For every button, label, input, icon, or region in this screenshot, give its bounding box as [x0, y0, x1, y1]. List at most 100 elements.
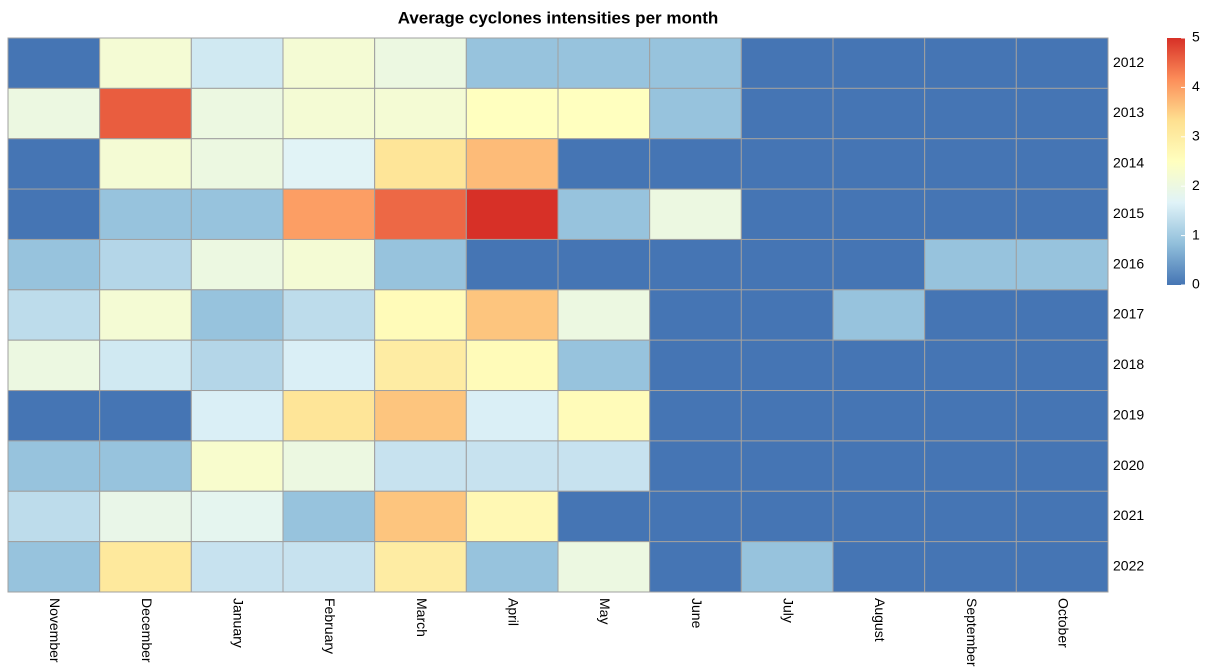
heatmap-cell [465, 440, 559, 492]
heatmap-cell [557, 238, 651, 291]
heatmap-cell [190, 390, 284, 442]
heatmap-cell [832, 289, 926, 341]
heatmap-cell [832, 138, 926, 190]
heatmap-cell [924, 289, 1017, 341]
heatmap-cell [282, 238, 376, 291]
x-tick-label: March [414, 598, 430, 637]
heatmap-cell [924, 490, 1017, 543]
heatmap-cell [557, 289, 651, 341]
heatmap-cell [740, 37, 834, 89]
heatmap-cell [99, 188, 192, 240]
heatmap-cell [190, 87, 284, 140]
heatmap-cell [924, 37, 1017, 89]
heatmap-cell [832, 37, 926, 89]
heatmap-cell [99, 289, 192, 341]
heatmap-cell [649, 440, 742, 492]
heatmap-cell [190, 188, 284, 240]
heatmap-cell [7, 188, 101, 240]
heatmap-cell [1015, 339, 1109, 392]
x-tick-label: August [872, 598, 888, 642]
heatmap-cell [465, 138, 559, 190]
heatmap-cell [374, 138, 467, 190]
heatmap-cell [7, 390, 101, 442]
heatmap-cell [374, 188, 467, 240]
heatmap-cell [7, 37, 101, 89]
heatmap-cell [374, 440, 467, 492]
heatmap-cell [924, 440, 1017, 492]
heatmap-cell [649, 490, 742, 543]
heatmap-cell [649, 87, 742, 140]
y-tick-label: 2017 [1113, 306, 1144, 322]
heatmap-cell [374, 87, 467, 140]
heatmap-cell [7, 490, 101, 543]
heatmap-cell [190, 490, 284, 543]
heatmap-cell [740, 138, 834, 190]
heatmap-cell [832, 238, 926, 291]
heatmap-cell [282, 440, 376, 492]
heatmap-cell [190, 440, 284, 492]
heatmap-cell [282, 390, 376, 442]
heatmap-cell [99, 87, 192, 140]
colorbar-tick-label: 4 [1192, 78, 1200, 94]
heatmap-cell [465, 339, 559, 392]
heatmap-cell [7, 541, 101, 593]
heatmap-cell [649, 138, 742, 190]
chart-title: Average cyclones intensities per month [398, 8, 719, 27]
heatmap-cell [282, 490, 376, 543]
heatmap-cell [99, 339, 192, 392]
heatmap-cell [924, 238, 1017, 291]
y-tick-label: 2021 [1113, 507, 1144, 523]
heatmap-cell [557, 541, 651, 593]
colorbar-tick-label: 3 [1192, 128, 1200, 144]
x-tick-label: May [597, 598, 613, 624]
x-tick-label: April [505, 598, 521, 626]
heatmap-cell [649, 188, 742, 240]
y-tick-label: 2022 [1113, 558, 1144, 574]
heatmap-cell [7, 87, 101, 140]
heatmap-cell [649, 541, 742, 593]
heatmap-cell [740, 87, 834, 140]
heatmap-cell [1015, 238, 1109, 291]
heatmap-cell [649, 289, 742, 341]
heatmap-cell [282, 339, 376, 392]
heatmap-cell [7, 440, 101, 492]
heatmap-cell [190, 37, 284, 89]
heatmap-cell [1015, 390, 1109, 442]
heatmap-cell [832, 390, 926, 442]
heatmap-cell [282, 37, 376, 89]
x-tick-label: September [964, 598, 980, 667]
x-tick-label: February [322, 598, 338, 654]
heatmap-cell [557, 490, 651, 543]
heatmap-cell [557, 87, 651, 140]
heatmap-cell [557, 138, 651, 190]
heatmap-cell [557, 390, 651, 442]
x-tick-label: January [230, 598, 246, 648]
heatmap-cell [190, 541, 284, 593]
heatmap-cell [740, 390, 834, 442]
heatmap-cell [190, 238, 284, 291]
heatmap-cell [832, 188, 926, 240]
heatmap-cell [924, 188, 1017, 240]
heatmap-cell [1015, 541, 1109, 593]
heatmap-cell [832, 490, 926, 543]
heatmap-cell [924, 390, 1017, 442]
heatmap-cell [649, 390, 742, 442]
heatmap-cell [740, 440, 834, 492]
heatmap-cell [465, 37, 559, 89]
heatmap-cell [740, 289, 834, 341]
y-tick-label: 2019 [1113, 406, 1144, 422]
heatmap-cell [282, 188, 376, 240]
heatmap-cell [740, 541, 834, 593]
heatmap-cell [374, 390, 467, 442]
heatmap-cell [1015, 37, 1109, 89]
heatmap-cell [1015, 87, 1109, 140]
heatmap-cell [190, 289, 284, 341]
y-tick-label: 2016 [1113, 255, 1144, 271]
heatmap-cell [99, 238, 192, 291]
heatmap-cell [832, 339, 926, 392]
heatmap-cell [465, 390, 559, 442]
heatmap-cell [557, 440, 651, 492]
heatmap-cell [282, 289, 376, 341]
heatmap-cell [7, 138, 101, 190]
heatmap-cell [465, 238, 559, 291]
